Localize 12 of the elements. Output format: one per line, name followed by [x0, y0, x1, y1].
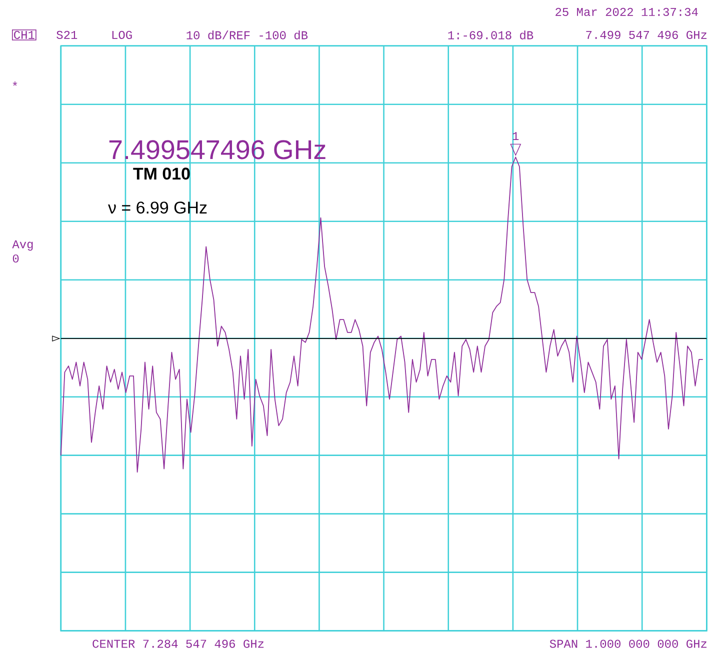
text: LOG	[112, 30, 132, 40]
text: *	[12, 82, 18, 86]
text: S21	[56, 30, 78, 40]
text: SPAN 1.000 000 000 GHz	[550, 640, 707, 648]
text: 25 Mar 2022 11:37:34	[556, 8, 698, 16]
text: 10 dB/REF -100 dB	[186, 30, 308, 40]
text: 1:-69.018 dB	[448, 30, 534, 40]
text: 0	[12, 254, 19, 263]
text: Avg	[12, 240, 33, 251]
text: CENTER 7.284 547 496 GHz	[92, 640, 264, 648]
text: CH1	[14, 30, 34, 40]
text: 7.499 547 496 GHz	[586, 30, 707, 40]
